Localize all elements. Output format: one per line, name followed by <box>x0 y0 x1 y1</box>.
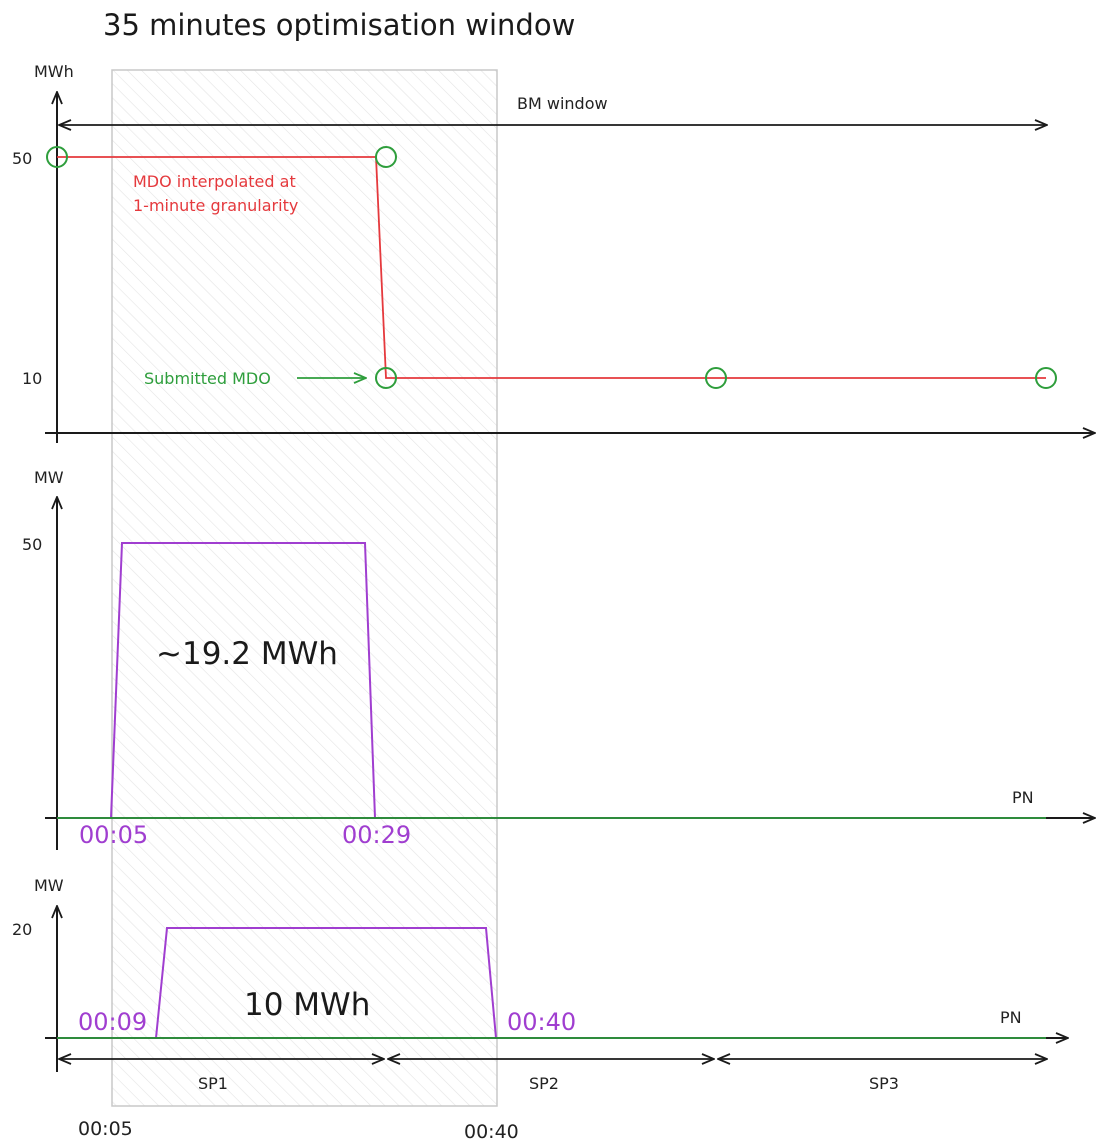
submitted-mdo-point <box>375 146 397 168</box>
middle-start-time: 00:05 <box>79 821 148 849</box>
bottom-start-time: 00:09 <box>78 1008 147 1036</box>
mdo-interpolated-line <box>57 156 1046 379</box>
optimisation-window-area <box>111 69 498 1107</box>
top-panel: MWh 50 10 BM window MDO interpolated at … <box>12 62 1095 443</box>
top-y-tick-50: 50 <box>12 149 32 168</box>
middle-y-unit: MW <box>34 468 64 487</box>
middle-y-tick-50: 50 <box>22 535 42 554</box>
bottom-y-unit: MW <box>34 876 64 895</box>
bottom-dispatch-profile <box>155 927 497 1039</box>
middle-end-time: 00:29 <box>342 821 411 849</box>
mdo-note-line2: 1-minute granularity <box>133 196 298 215</box>
window-start-time: 00:05 <box>78 1118 133 1140</box>
submitted-mdo-point <box>46 146 68 168</box>
bm-window-label: BM window <box>517 94 608 113</box>
bottom-energy-label: 10 MWh <box>244 987 370 1023</box>
submitted-mdo-point <box>1035 367 1057 389</box>
sp3-label: SP3 <box>869 1074 899 1093</box>
middle-pn-label: PN <box>1012 788 1034 807</box>
bottom-panel: MW 20 10 MWh 00:09 00:40 PN SP1 SP2 SP3 … <box>12 876 1068 1140</box>
mdo-note-line1: MDO interpolated at <box>133 172 296 191</box>
top-y-tick-10: 10 <box>22 369 42 388</box>
sp2-label: SP2 <box>529 1074 559 1093</box>
sp1-label: SP1 <box>198 1074 228 1093</box>
middle-panel: MW 50 ~19.2 MWh 00:05 00:29 PN <box>22 468 1095 850</box>
middle-energy-label: ~19.2 MWh <box>156 636 338 672</box>
submitted-mdo-label: Submitted MDO <box>144 369 271 388</box>
window-end-time: 00:40 <box>464 1121 519 1140</box>
bottom-y-tick-20: 20 <box>12 920 32 939</box>
submitted-mdo-point <box>705 367 727 389</box>
bottom-pn-label: PN <box>1000 1008 1022 1027</box>
middle-dispatch-profile <box>110 542 376 819</box>
bottom-end-time: 00:40 <box>507 1008 576 1036</box>
submitted-mdo-point <box>375 367 397 389</box>
diagram-title: 35 minutes optimisation window <box>103 8 575 42</box>
top-y-unit: MWh <box>34 62 74 81</box>
